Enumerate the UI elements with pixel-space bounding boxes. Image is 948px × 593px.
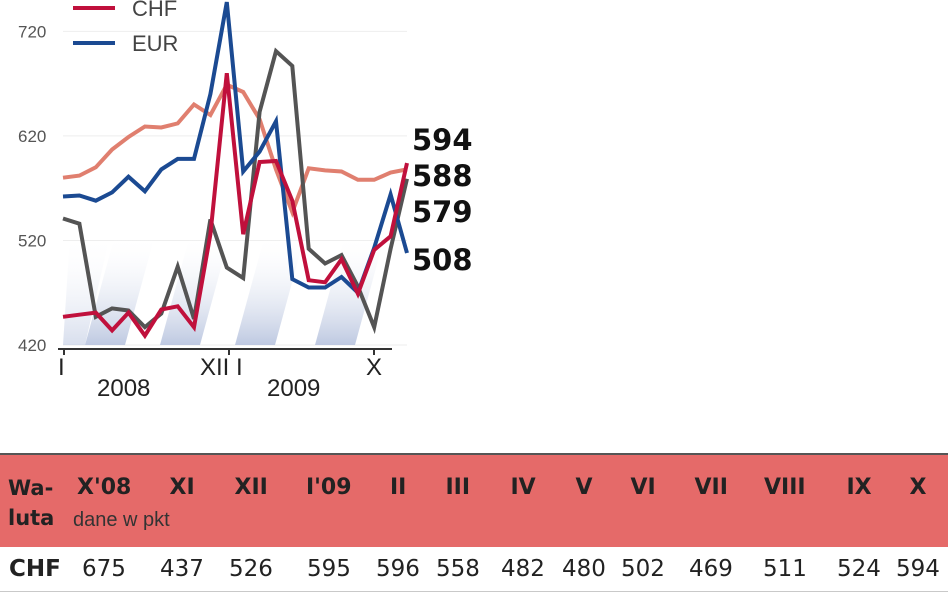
end-label-579: 579 — [412, 195, 473, 229]
header-col-3: I'09 — [306, 475, 352, 500]
legend-label-eur: EUR — [132, 31, 178, 56]
header-col-7: V — [575, 475, 593, 500]
header-col-6: IV — [510, 475, 536, 500]
year-label-2008: 2008 — [97, 375, 150, 402]
y-tick-label-3: 420 — [18, 336, 46, 355]
row-currency-label: CHF — [9, 556, 61, 582]
header-col-4: II — [390, 475, 407, 500]
series-line-chf — [62, 72, 409, 340]
cell-chf-2: 526 — [229, 556, 273, 582]
series-lines — [62, 1, 409, 340]
y-tick-label-2: 520 — [18, 231, 46, 250]
series-line-eur — [62, 1, 409, 297]
background-band-3 — [235, 235, 305, 345]
header-col-5: III — [445, 475, 471, 500]
legend: CHF EUR — [73, 0, 178, 56]
data-table: Wa- luta dane w pkt X'08 XI XII I'09 II III IV… — [0, 455, 948, 592]
cell-chf-9: 469 — [689, 556, 733, 582]
header-units-note: dane w pkt — [73, 509, 170, 531]
chart-background-bands — [63, 235, 385, 345]
cell-chf-8: 502 — [621, 556, 665, 582]
header-col-0: X'08 — [77, 475, 132, 500]
y-axis-ticks: 720 620 520 420 — [18, 22, 46, 355]
cell-chf-3: 595 — [307, 556, 351, 582]
x-tick-label-0: I — [58, 354, 65, 381]
background-band-2 — [160, 235, 230, 345]
cell-chf-10: 511 — [763, 556, 807, 582]
x-axis: I XII I X 2008 2009 — [58, 348, 392, 402]
x-tick-label-1: XII I — [200, 354, 243, 381]
cell-chf-6: 482 — [501, 556, 545, 582]
end-label-594: 594 — [412, 123, 473, 157]
header-col-2: XII — [234, 475, 268, 500]
series-line-unnamed-3 — [62, 47, 409, 335]
year-label-2009: 2009 — [267, 375, 320, 402]
cell-chf-11: 524 — [837, 556, 881, 582]
y-tick-label-1: 620 — [18, 127, 46, 146]
header-currency-line-2: luta — [8, 506, 55, 530]
header-col-8: VI — [630, 475, 656, 500]
background-band-0 — [63, 235, 110, 345]
cell-chf-0: 675 — [82, 556, 126, 582]
cell-chf-4: 596 — [376, 556, 420, 582]
header-col-12: X — [909, 475, 927, 500]
header-col-11: IX — [846, 475, 872, 500]
end-label-508: 508 — [412, 243, 473, 277]
header-col-1: XI — [169, 475, 195, 500]
cell-chf-5: 558 — [436, 556, 480, 582]
legend-label-chf: CHF — [132, 0, 177, 21]
cell-chf-7: 480 — [562, 556, 606, 582]
cell-chf-1: 437 — [160, 556, 204, 582]
header-col-10: VIII — [764, 475, 806, 500]
end-label-588: 588 — [412, 159, 473, 193]
header-currency-label: Wa- luta — [8, 473, 68, 533]
x-tick-label-2: X — [366, 354, 382, 381]
cell-chf-12: 594 — [896, 556, 940, 582]
header-currency-line-1: Wa- — [8, 476, 54, 500]
header-col-9: VII — [694, 475, 728, 500]
table-top-rule — [0, 453, 948, 455]
y-tick-label-0: 720 — [18, 22, 46, 41]
table-header-row: Wa- luta dane w pkt X'08 XI XII I'09 II III IV… — [0, 455, 948, 547]
table-row: CHF 675 437 526 595 596 558 482 480 502 469 511 524… — [0, 547, 948, 592]
